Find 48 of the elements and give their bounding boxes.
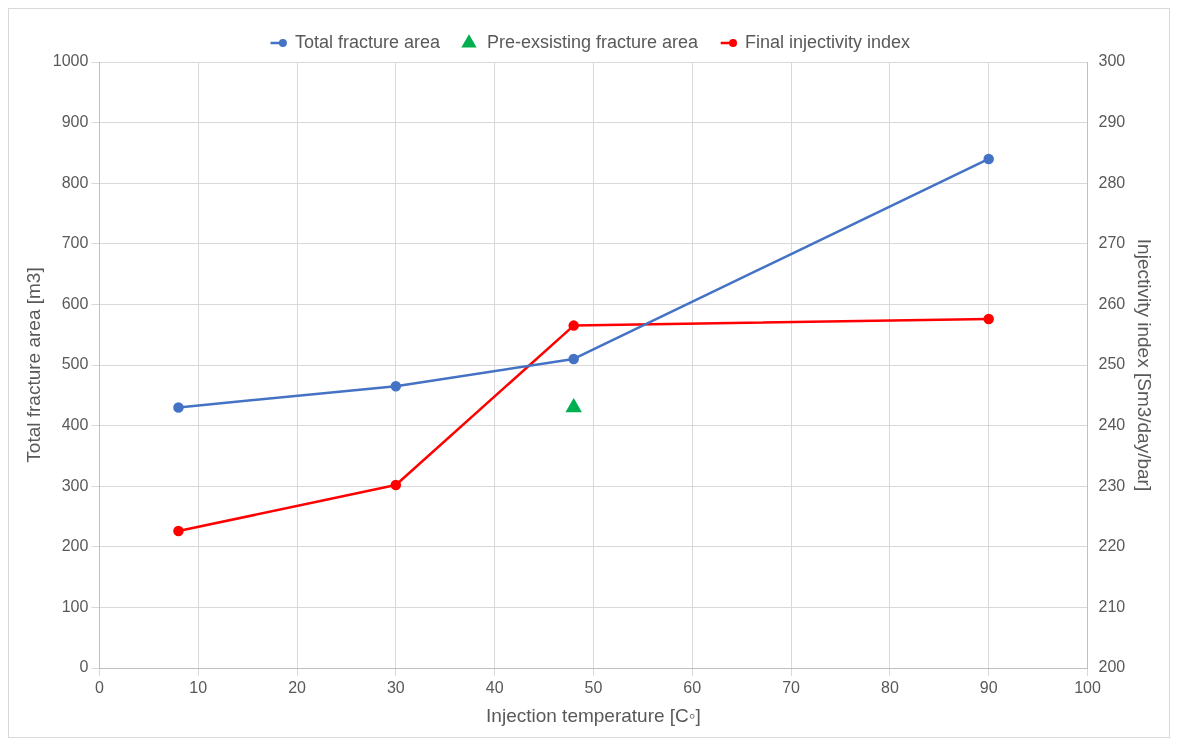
x-tick-label: 50	[584, 679, 603, 697]
y2-tick-label: 270	[1098, 234, 1126, 252]
x-tick-label: 90	[979, 679, 998, 697]
y2-tick-label: 200	[1098, 658, 1126, 676]
y2-tick-label: 300	[1098, 52, 1126, 70]
y2-tick-label: 220	[1098, 537, 1126, 555]
point	[983, 153, 994, 165]
y-tick-label: 400	[61, 416, 89, 434]
x-tick-label: 0	[94, 679, 104, 697]
legend-label: Total fracture area	[294, 31, 441, 52]
y2-tick-label: 210	[1098, 597, 1126, 615]
y-tick-label: 900	[61, 113, 89, 131]
y-tick-label: 500	[61, 355, 89, 373]
y2-axis-title: Injectivity index [Sm3/day/bar]	[1134, 238, 1156, 492]
x-tick-label: 60	[683, 679, 702, 697]
point	[568, 353, 579, 365]
y-tick-label: 1000	[52, 52, 89, 70]
y-tick-label: 100	[61, 597, 89, 615]
point	[173, 402, 184, 413]
y-tick-label: 300	[61, 476, 89, 494]
y-tick-label: 800	[61, 173, 89, 191]
y2-tick-label: 260	[1098, 294, 1126, 312]
x-tick-label: 30	[386, 679, 405, 697]
x-tick-label: 100	[1074, 679, 1101, 697]
point	[568, 320, 579, 331]
x-axis-title: Injection temperature [C◦]	[486, 704, 701, 726]
y-axis-title: Total fracture area [m3]	[22, 267, 44, 463]
x-tick-label: 10	[189, 679, 208, 697]
legend-label: Final injectivity index	[745, 31, 911, 52]
y-tick-label: 0	[79, 658, 89, 676]
point	[173, 525, 184, 537]
y-tick-label: 600	[61, 294, 89, 312]
y2-tick-label: 280	[1098, 173, 1126, 191]
x-tick-label: 80	[880, 679, 899, 697]
x-tick-label: 70	[782, 679, 801, 697]
y2-tick-label: 240	[1098, 416, 1126, 434]
legend-label: Pre-exsisting fracture area	[486, 31, 700, 52]
point	[983, 313, 994, 325]
y2-tick-label: 230	[1098, 476, 1126, 494]
y-tick-label: 700	[61, 234, 89, 252]
y2-tick-label: 290	[1098, 113, 1126, 131]
x-tick-label: 20	[288, 679, 307, 697]
y2-tick-label: 250	[1098, 355, 1126, 373]
point	[566, 399, 581, 413]
point	[390, 380, 402, 392]
x-tick-label: 40	[485, 679, 504, 697]
point	[390, 479, 402, 491]
y-tick-label: 200	[61, 537, 89, 555]
